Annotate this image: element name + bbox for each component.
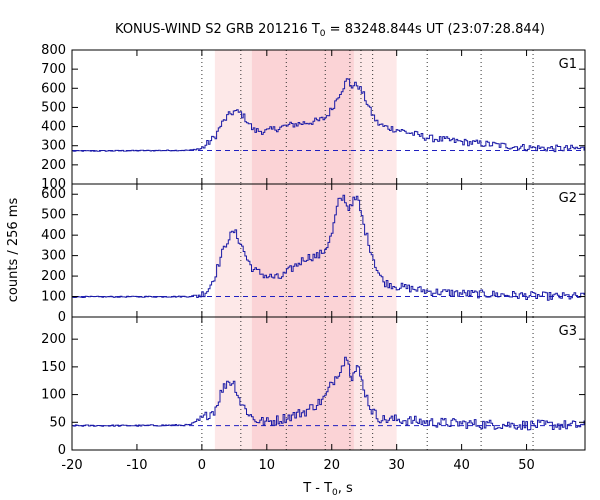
- plot-area: 100200300400500600700800G101002003004005…: [41, 43, 586, 473]
- x-tick-label: 30: [388, 458, 405, 473]
- light-curve-g1: [72, 78, 585, 153]
- panel-label: G3: [559, 324, 577, 339]
- y-tick-label: 300: [41, 249, 66, 264]
- shaded-region: [251, 317, 354, 450]
- panel-frame: [71, 316, 586, 451]
- y-tick-label: 600: [41, 81, 66, 96]
- x-tick-label: 50: [518, 458, 535, 473]
- y-tick-label: 200: [41, 158, 66, 173]
- x-tick-label: -10: [126, 458, 147, 473]
- shaded-region: [251, 184, 354, 317]
- panel-g3: 0 50 100 150 200 G3: [41, 316, 586, 458]
- y-tick-label: 500: [41, 100, 66, 115]
- y-tick-label: 150: [41, 360, 66, 375]
- x-tick-label: 20: [323, 458, 340, 473]
- y-tick-label: 300: [41, 139, 66, 154]
- x-tick-label: 0: [198, 458, 206, 473]
- y-axis-title: counts / 256 ms: [6, 198, 21, 303]
- y-tick-label: 400: [41, 228, 66, 243]
- y-tick-label: 700: [41, 62, 66, 77]
- y-tick-label: 200: [41, 269, 66, 284]
- y-tick-label: 50: [49, 415, 66, 430]
- y-tick-label: 400: [41, 120, 66, 135]
- light-curve-g2: [72, 194, 585, 301]
- y-tick-label: 100: [41, 177, 66, 192]
- light-curve-g3: [72, 356, 585, 431]
- chart-title: KONUS-WIND S2 GRB 201216 T0 = 83248.844s…: [115, 22, 545, 39]
- y-tick-label: 200: [41, 332, 66, 347]
- x-tick-label: 40: [453, 458, 470, 473]
- panel-g1: 100 200 300 400 500 600 700 800 G1: [41, 43, 586, 192]
- y-tick-label: 100: [41, 290, 66, 305]
- x-tick-label: -20: [61, 458, 82, 473]
- y-tick-label: 0: [58, 443, 66, 458]
- y-tick-label: 600: [41, 187, 66, 202]
- y-tick-label: 100: [41, 388, 66, 403]
- x-axis-title: T - T0, s: [302, 481, 353, 498]
- panel-label: G2: [559, 191, 577, 206]
- panel-g2: 0 100 200 300 400 500 600 G2: [41, 183, 586, 325]
- panel-label: G1: [559, 57, 577, 72]
- x-tick-label: 10: [259, 458, 276, 473]
- y-tick-label: 500: [41, 208, 66, 223]
- y-tick-label: 800: [41, 43, 66, 58]
- y-tick-label: 0: [58, 310, 66, 325]
- shaded-region: [251, 50, 354, 184]
